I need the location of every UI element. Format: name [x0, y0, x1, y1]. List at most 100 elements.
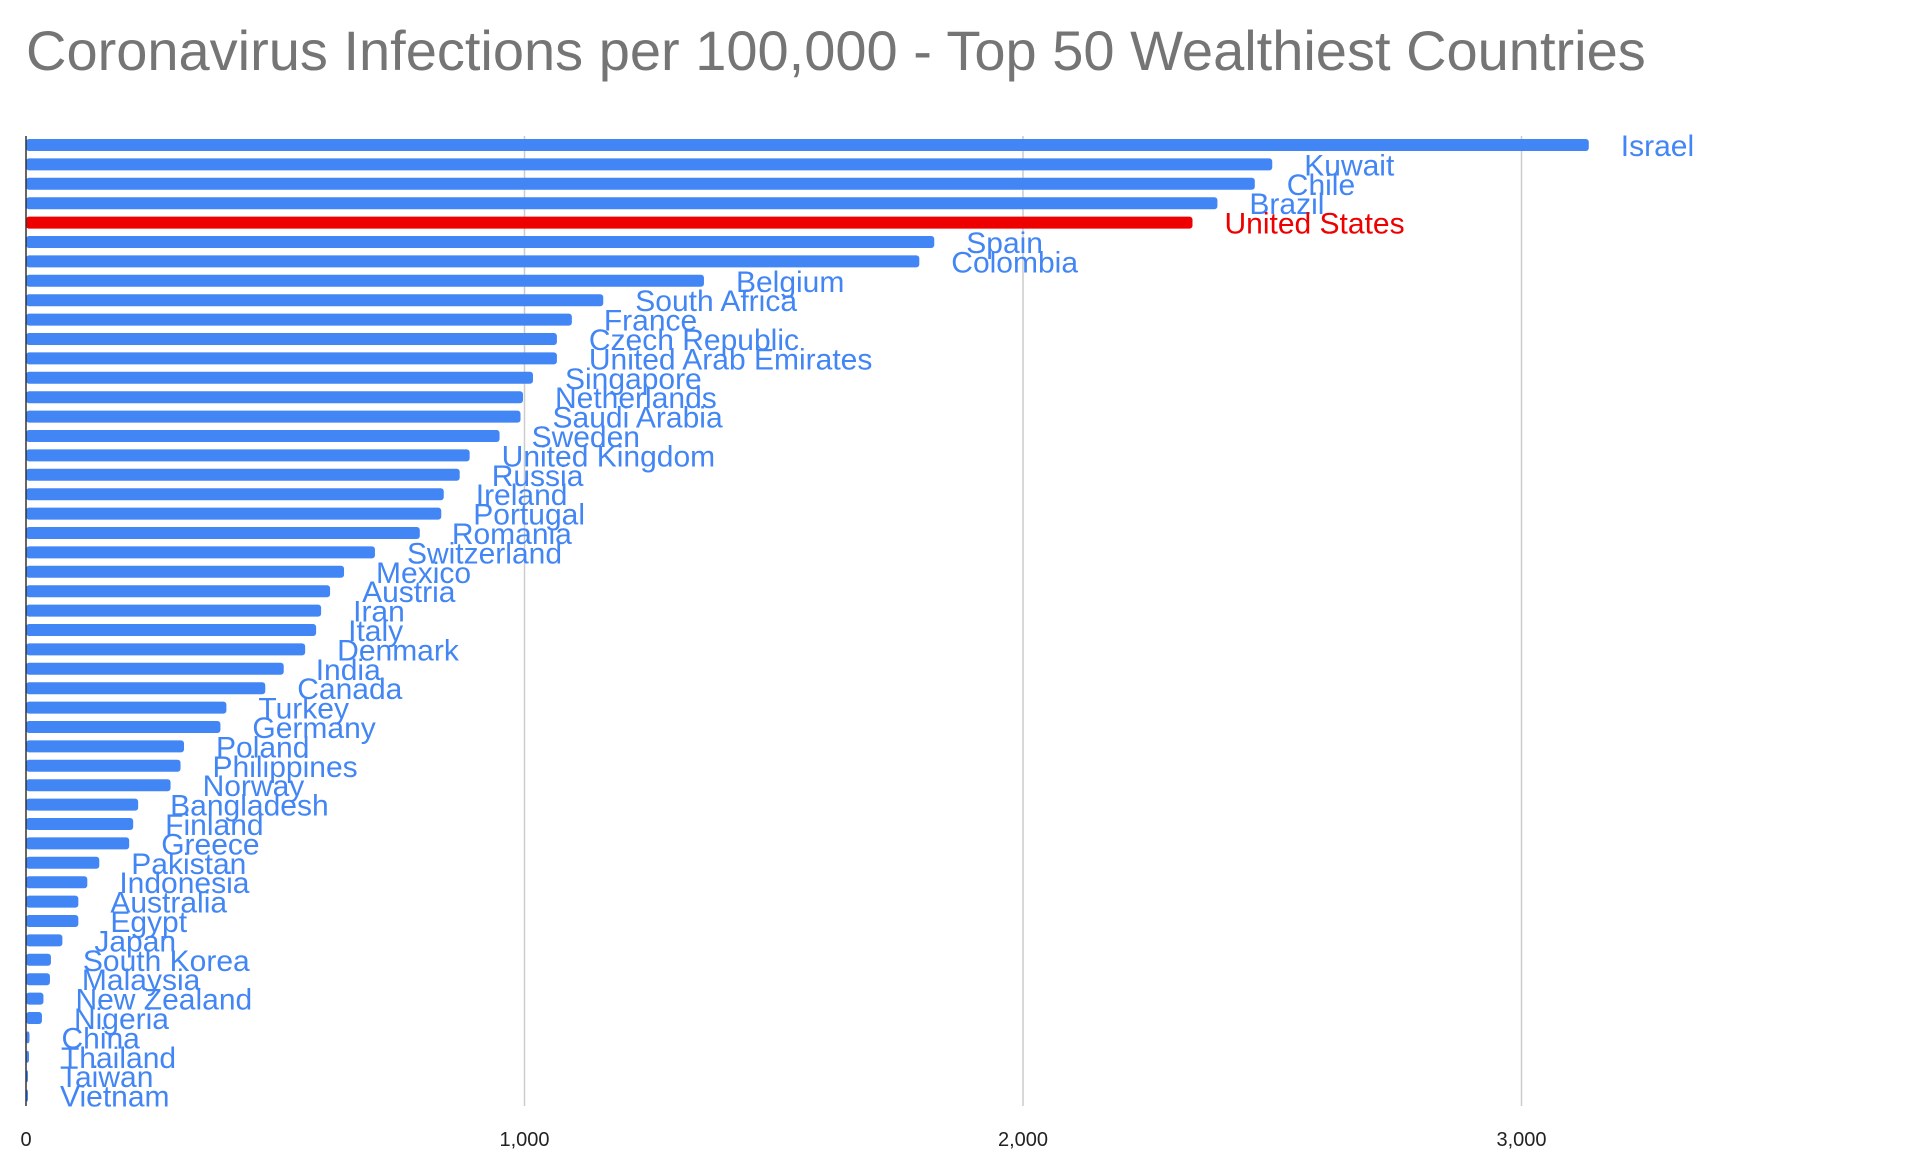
bar: [26, 701, 227, 714]
chart-title: Coronavirus Infections per 100,000 - Top…: [26, 19, 1646, 82]
bar: [26, 565, 345, 578]
bar-label: Philippines: [213, 751, 358, 784]
bar-label: Vietnam: [60, 1081, 170, 1114]
bar-label: Italy: [348, 615, 403, 648]
bar: [26, 740, 185, 753]
bar-label: Turkey: [258, 693, 349, 726]
bar-label: Egypt: [110, 906, 187, 939]
bar-label: Ireland: [476, 479, 568, 512]
bar: [26, 856, 100, 869]
bar-label: Australia: [110, 887, 227, 920]
bar: [26, 216, 1193, 229]
bar-label: Nigeria: [74, 1003, 169, 1036]
bar: [26, 934, 63, 947]
bar: [26, 333, 557, 345]
bar: [26, 507, 442, 520]
bar: [26, 1012, 42, 1024]
bar: [26, 139, 1589, 151]
bar: [26, 721, 221, 733]
bar: [26, 546, 375, 559]
bar-label: New Zealand: [75, 984, 252, 1017]
bar: [26, 992, 44, 1005]
bar-label: Finland: [165, 809, 263, 842]
bar-label: Bangladesh: [170, 790, 328, 823]
bar-label: South Africa: [635, 285, 797, 318]
bar: [26, 953, 51, 966]
bar: [26, 313, 572, 326]
bar-label: United Kingdom: [502, 440, 715, 473]
bar: [26, 255, 920, 268]
bar: [26, 643, 306, 656]
bar-label: Indonesia: [119, 867, 249, 900]
bar-label: South Korea: [83, 945, 250, 978]
bar: [26, 624, 317, 636]
bar-label: Thailand: [61, 1042, 176, 1075]
bar: [26, 876, 88, 889]
bar-label: Chile: [1287, 169, 1355, 202]
bar: [26, 1031, 30, 1044]
bar: [26, 604, 322, 617]
bar-label: Brazil: [1249, 188, 1324, 221]
bar: [26, 662, 284, 675]
bar-label: Sweden: [532, 421, 640, 454]
bar-label: Canada: [297, 673, 402, 706]
bar-label: Taiwan: [60, 1061, 153, 1094]
bar: [26, 759, 181, 772]
bar: [26, 294, 604, 307]
bar: [26, 274, 704, 287]
bar: [26, 352, 557, 365]
bar-label: China: [61, 1022, 140, 1055]
bar-label: Mexico: [376, 557, 471, 590]
bar-label: United States: [1224, 208, 1404, 241]
bar: [26, 818, 134, 830]
x-tick-label: 0: [20, 1129, 31, 1151]
bar-label: Israel: [1621, 130, 1694, 163]
bar-label: France: [604, 305, 697, 338]
x-tick-label: 3,000: [1496, 1129, 1546, 1151]
bar: [26, 391, 524, 404]
bar-label: Germany: [252, 712, 375, 745]
bar: [26, 895, 79, 908]
bar-label: Singapore: [565, 363, 702, 396]
bar-label: Russia: [492, 460, 584, 493]
bar: [26, 371, 533, 384]
bar-label: Switzerland: [407, 537, 562, 570]
bar: [26, 449, 470, 462]
bar-label: Norway: [203, 770, 305, 803]
bar-label: Romania: [452, 518, 572, 551]
bar-label: Portugal: [473, 499, 585, 532]
x-tick-label: 2,000: [998, 1129, 1048, 1151]
bar-label: Iran: [353, 596, 405, 629]
bar-label: Kuwait: [1304, 149, 1395, 182]
bar: [26, 779, 171, 792]
bar-label: Netherlands: [555, 382, 717, 415]
bar-label: Belgium: [736, 266, 844, 299]
bar: [26, 915, 79, 927]
bar-label: Denmark: [337, 634, 460, 667]
bar: [26, 488, 444, 501]
bar-label: Pakistan: [131, 848, 246, 881]
bar: [26, 468, 460, 481]
x-tick-label: 1,000: [499, 1129, 549, 1151]
bar: [26, 585, 331, 598]
bar-label: Japan: [94, 925, 176, 958]
bar-label: United Arab Emirates: [589, 343, 872, 376]
bar-label: Malaysia: [82, 964, 201, 997]
bar-label: Austria: [362, 576, 456, 609]
bar: [26, 177, 1255, 190]
bar-label: Spain: [966, 227, 1043, 260]
bar-label: Greece: [161, 828, 259, 861]
bar-label: Saudi Arabia: [553, 402, 723, 435]
bar-label: India: [316, 654, 381, 687]
bar: [26, 682, 266, 695]
bar: [26, 236, 935, 248]
bar-label: Colombia: [951, 246, 1078, 279]
bar-label: Poland: [216, 731, 309, 764]
bar: [26, 837, 130, 850]
bar: [26, 527, 420, 539]
bar: [26, 798, 139, 811]
bar: [26, 430, 500, 442]
bar: [26, 410, 521, 423]
bar-label: Czech Republic: [589, 324, 799, 357]
